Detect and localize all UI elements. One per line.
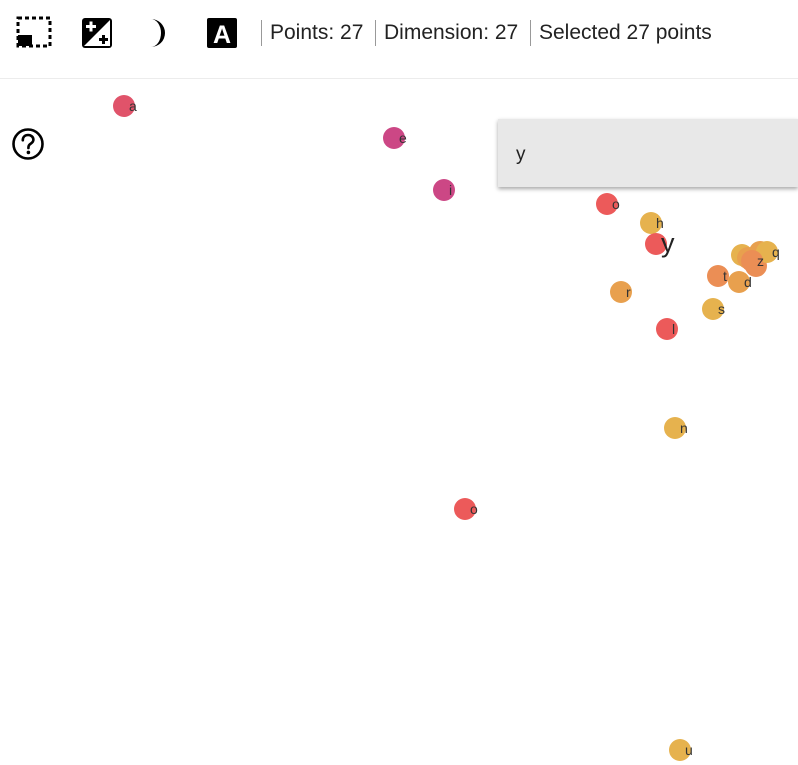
search-input[interactable]: [516, 143, 776, 167]
scatter-point[interactable]: [664, 417, 686, 439]
point-label: o: [612, 196, 620, 212]
help-button[interactable]: [11, 127, 45, 161]
box-select-button[interactable]: [16, 15, 52, 51]
toolbar-divider: [530, 20, 531, 46]
scatter-point[interactable]: [113, 95, 135, 117]
scatter-point[interactable]: [383, 127, 405, 149]
point-label: d: [744, 274, 752, 290]
crescent-moon-icon: [151, 19, 165, 47]
scatter-point[interactable]: [596, 193, 618, 215]
point-label: z: [757, 253, 764, 269]
label-toggle-letter: A: [213, 21, 231, 49]
point-label: e: [399, 130, 407, 146]
scatter-point[interactable]: [741, 250, 763, 272]
point-label: i: [449, 182, 452, 198]
night-mode-button[interactable]: [79, 15, 115, 51]
help-icon: [12, 128, 44, 160]
label-toggle-icon: A: [207, 18, 237, 49]
point-label: s: [718, 301, 725, 317]
toolbar-divider: [375, 20, 376, 46]
scatter-point[interactable]: [702, 298, 724, 320]
selected-count: Selected 27 points: [539, 21, 712, 44]
box-select-icon: [16, 16, 52, 48]
scatter-point[interactable]: [707, 265, 729, 287]
dimension-count: Dimension: 27: [384, 21, 519, 44]
point-label: r: [626, 284, 631, 300]
scatter-point[interactable]: [610, 281, 632, 303]
scatter-point[interactable]: [656, 318, 678, 340]
scatter-point[interactable]: [454, 498, 476, 520]
toolbar: A Points: 27 Dimension: 27 Selected 27 p…: [0, 0, 798, 79]
points-count: Points: 27: [270, 21, 364, 44]
point-label: a: [129, 98, 137, 114]
point-label: q: [772, 244, 780, 260]
scatter-point[interactable]: [640, 212, 662, 234]
scatter-point[interactable]: [433, 179, 455, 201]
scatter-canvas[interactable]: a e i o hy qz t d r s l n o u: [0, 80, 798, 765]
label-toggle-button[interactable]: A: [204, 15, 240, 51]
point-label: y: [661, 228, 675, 258]
scatter-point[interactable]: [728, 271, 750, 293]
toolbar-divider: [261, 20, 262, 46]
scatter-point[interactable]: [669, 739, 691, 761]
point-label: l: [672, 321, 675, 337]
point-label: t: [723, 268, 727, 284]
scatter-point[interactable]: [645, 233, 667, 255]
point-label: n: [680, 420, 688, 436]
night-mode-icon: [82, 18, 112, 48]
point-label: o: [470, 501, 478, 517]
crescent-moon-button[interactable]: [142, 15, 178, 51]
point-label: u: [685, 742, 693, 758]
search-panel: [498, 119, 798, 187]
point-label: h: [656, 215, 664, 231]
